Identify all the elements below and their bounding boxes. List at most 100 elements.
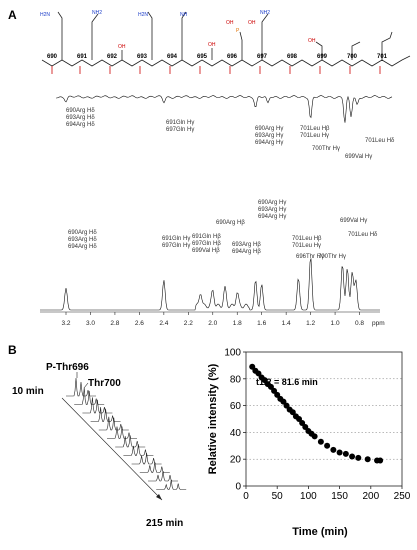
- upper-annotation-6: 699Val Hγ: [345, 154, 372, 160]
- stacked-spectrum-trace: [107, 426, 137, 439]
- chart-data-point: [311, 433, 318, 440]
- ppm-tick-label: 1.0: [331, 320, 340, 327]
- chart-data-point: [317, 438, 324, 445]
- upper-annotation-3: 693Arg Hγ: [255, 133, 283, 139]
- upper-annotation-2: 697Gln Hγ: [166, 127, 194, 133]
- chart-xlabel: Time (min): [292, 526, 348, 538]
- chart-data-point: [330, 446, 337, 453]
- stack-diagonal-axis: [61, 397, 163, 501]
- ppm-tick-label: 2.8: [110, 320, 119, 327]
- decay-chart: 0 20 40 60 80 100 0 50 100 150 200 250: [224, 348, 410, 503]
- residue-691: 691: [77, 54, 88, 60]
- upper-annotation-2: 691Gln Hγ: [166, 120, 194, 126]
- stacked-spectrum-trace: [90, 407, 121, 422]
- struct-phosphate: P: [236, 28, 240, 34]
- ppm-tick-label: 2.4: [159, 320, 168, 327]
- lower-annotation-7: 701Leu Hγ: [292, 243, 321, 249]
- half-life-label: t1/2 = 81.6 min: [256, 377, 318, 387]
- lower-annotation-1: 694Arg Hδ: [68, 244, 97, 250]
- lower-annotation-7: 701Leu Hβ: [292, 236, 322, 242]
- ppm-tick-label: 1.2: [306, 320, 315, 327]
- lower-annotation-8: 696Thr Hγ: [296, 254, 324, 260]
- lower-annotation-11: 701Leu Hδ: [348, 232, 378, 238]
- chart-xtick-label: 150: [331, 491, 348, 502]
- lower-annotation-6: 694Arg Hγ: [258, 214, 286, 220]
- panel-a-label: A: [8, 8, 17, 22]
- lower-annotation-1: 690Arg Hδ: [68, 230, 97, 236]
- lower-annotation-3: 691Gln Hβ: [192, 234, 221, 240]
- lower-1d-spectrum: [40, 258, 380, 311]
- ppm-tick-label: 3.0: [86, 320, 95, 327]
- struct-oh-3: OH: [226, 20, 234, 26]
- lower-annotation-1: 693Arg Hδ: [68, 237, 97, 243]
- ppm-tick-label: 0.8: [355, 320, 364, 327]
- struct-h2n: H2N: [40, 12, 50, 18]
- chart-data-point: [336, 449, 343, 456]
- chart-xtick-label: 250: [394, 491, 411, 502]
- struct-oh-4: OH: [248, 20, 256, 26]
- struct-oh-2: OH: [118, 44, 126, 50]
- ppm-tick-label: 3.2: [61, 320, 70, 327]
- chart-data-point: [364, 456, 371, 463]
- ppm-tick-label: 2.2: [184, 320, 193, 327]
- chart-ytick-label: 80: [230, 374, 242, 385]
- upper-annotation-3: 690Arg Hγ: [255, 126, 283, 132]
- chart-ytick-label: 40: [230, 428, 242, 439]
- chart-ytick-label: 60: [230, 401, 242, 412]
- struct-nh2: NH2: [92, 10, 102, 16]
- stacked-spectrum-trace: [156, 479, 187, 490]
- lower-annotation-9: 700Thr Hγ: [318, 254, 346, 260]
- lower-annotation-3: 697Gln Hβ: [192, 241, 221, 247]
- upper-difference-spectrum: [56, 95, 393, 123]
- lower-annotation-6: 690Arg Hγ: [258, 200, 286, 206]
- ppm-axis-ticks: 3.2 3.0 2.8 2.6 2.4 2.2 2.0 1.8 1.6 1.4 1.2 1.0 0.8: [61, 312, 364, 327]
- ppm-tick-label: 2.0: [208, 320, 217, 327]
- residue-700: 700: [347, 54, 358, 60]
- upper-annotation-3: 694Arg Hγ: [255, 140, 283, 146]
- ppm-tick-label: 2.6: [135, 320, 144, 327]
- stacked-spectra: [66, 377, 187, 490]
- struct-nh2-2: NH2: [260, 10, 270, 16]
- residue-695: 695: [197, 54, 208, 60]
- struct-oh-5: OH: [308, 38, 316, 44]
- residue-698: 698: [287, 54, 298, 60]
- upper-annotation-1: 693Arg Hδ: [66, 115, 95, 121]
- stacked-spectrum-trace: [82, 397, 113, 414]
- stacked-spectrum-trace: [74, 387, 105, 405]
- chart-data-point: [349, 453, 356, 460]
- residue-696: 696: [227, 54, 238, 60]
- lower-annotation-10: 699Val Hγ: [340, 218, 367, 224]
- upper-annotation-1: 694Arg Hδ: [66, 122, 95, 128]
- chart-xtick-label: 0: [243, 491, 249, 502]
- struct-h2n-2: H2N: [138, 12, 148, 18]
- ppm-tick-label: 1.6: [257, 320, 266, 327]
- residue-690: 690: [47, 54, 58, 60]
- residue-numbers: 690 691 692 693 694 695 696 697 698 699 700 701: [47, 54, 388, 60]
- lower-annotation-5: 694Arg Hβ: [232, 249, 261, 255]
- lower-annotation-2: 697Gln Hγ: [162, 243, 190, 249]
- panel-b-label: B: [8, 343, 17, 357]
- residue-694: 694: [167, 54, 178, 60]
- stacked-spectrum-trace: [131, 453, 162, 465]
- ppm-axis-unit: ppm: [372, 320, 385, 327]
- peak-label-thr700: Thr700: [88, 378, 121, 389]
- stacked-spectrum-trace: [115, 435, 146, 448]
- struct-oh: OH: [208, 42, 216, 48]
- peak-label-pthr696: P-Thr696: [46, 362, 89, 373]
- lower-annotation-3: 699Val Hβ: [192, 248, 220, 254]
- ppm-tick-label: 1.8: [233, 320, 242, 327]
- chart-ytick-label: 20: [230, 455, 242, 466]
- stacked-spectrum-trace: [123, 444, 154, 456]
- stacked-spectrum-trace: [98, 416, 129, 431]
- stacked-spectrum-trace: [139, 462, 170, 473]
- lower-annotation-2: 691Gln Hγ: [162, 236, 190, 242]
- lower-annotation-5: 693Arg Hβ: [232, 242, 261, 248]
- stacked-spectrum-trace: [66, 377, 96, 397]
- ppm-tick-label: 1.4: [282, 320, 291, 327]
- chart-data-point: [324, 442, 331, 449]
- chart-data-point: [355, 454, 362, 461]
- stack-arrowhead: [156, 494, 162, 500]
- residue-692: 692: [107, 54, 118, 60]
